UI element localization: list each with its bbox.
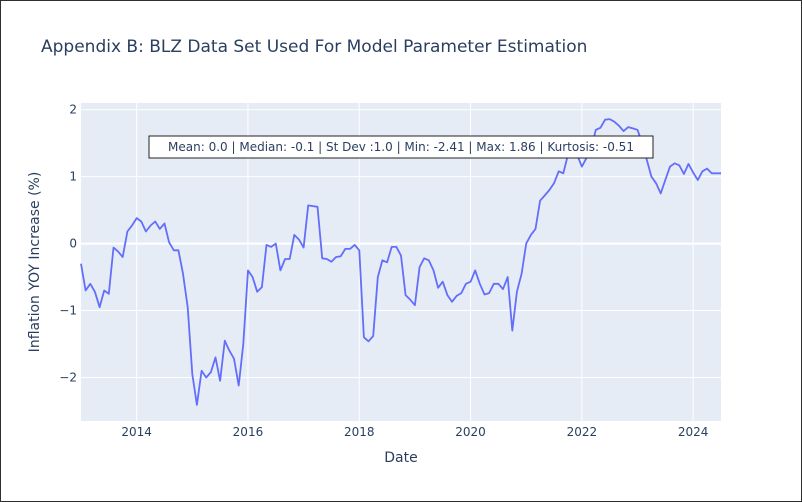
stats-annotation-text: Mean: 0.0 | Median: -0.1 | St Dev :1.0 |… <box>168 140 634 154</box>
x-tick-label: 2024 <box>678 425 709 439</box>
y-axis-ticks: −2 −1 0 1 2 <box>59 103 77 385</box>
x-axis-ticks: 2014 2016 2018 2020 2022 2024 <box>121 425 708 439</box>
x-tick-label: 2016 <box>233 425 264 439</box>
y-tick-label: 2 <box>69 103 77 117</box>
stats-annotation-box <box>148 135 654 159</box>
y-tick-label: −2 <box>59 370 77 384</box>
y-tick-label: 1 <box>69 170 77 184</box>
x-tick-label: 2020 <box>455 425 486 439</box>
x-axis-title: Date <box>384 450 417 466</box>
chart-title: Appendix B: BLZ Data Set Used For Model … <box>41 37 587 57</box>
x-tick-label: 2018 <box>344 425 375 439</box>
series-line <box>80 118 721 406</box>
y-tick-label: −1 <box>59 304 77 318</box>
x-tick-label: 2022 <box>567 425 598 439</box>
x-tick-label: 2014 <box>121 425 152 439</box>
y-axis-title: Inflation YOY Increase (%) <box>27 172 43 353</box>
y-tick-label: 0 <box>69 237 77 251</box>
stats-annotation: Mean: 0.0 | Median: -0.1 | St Dev :1.0 |… <box>148 135 654 159</box>
